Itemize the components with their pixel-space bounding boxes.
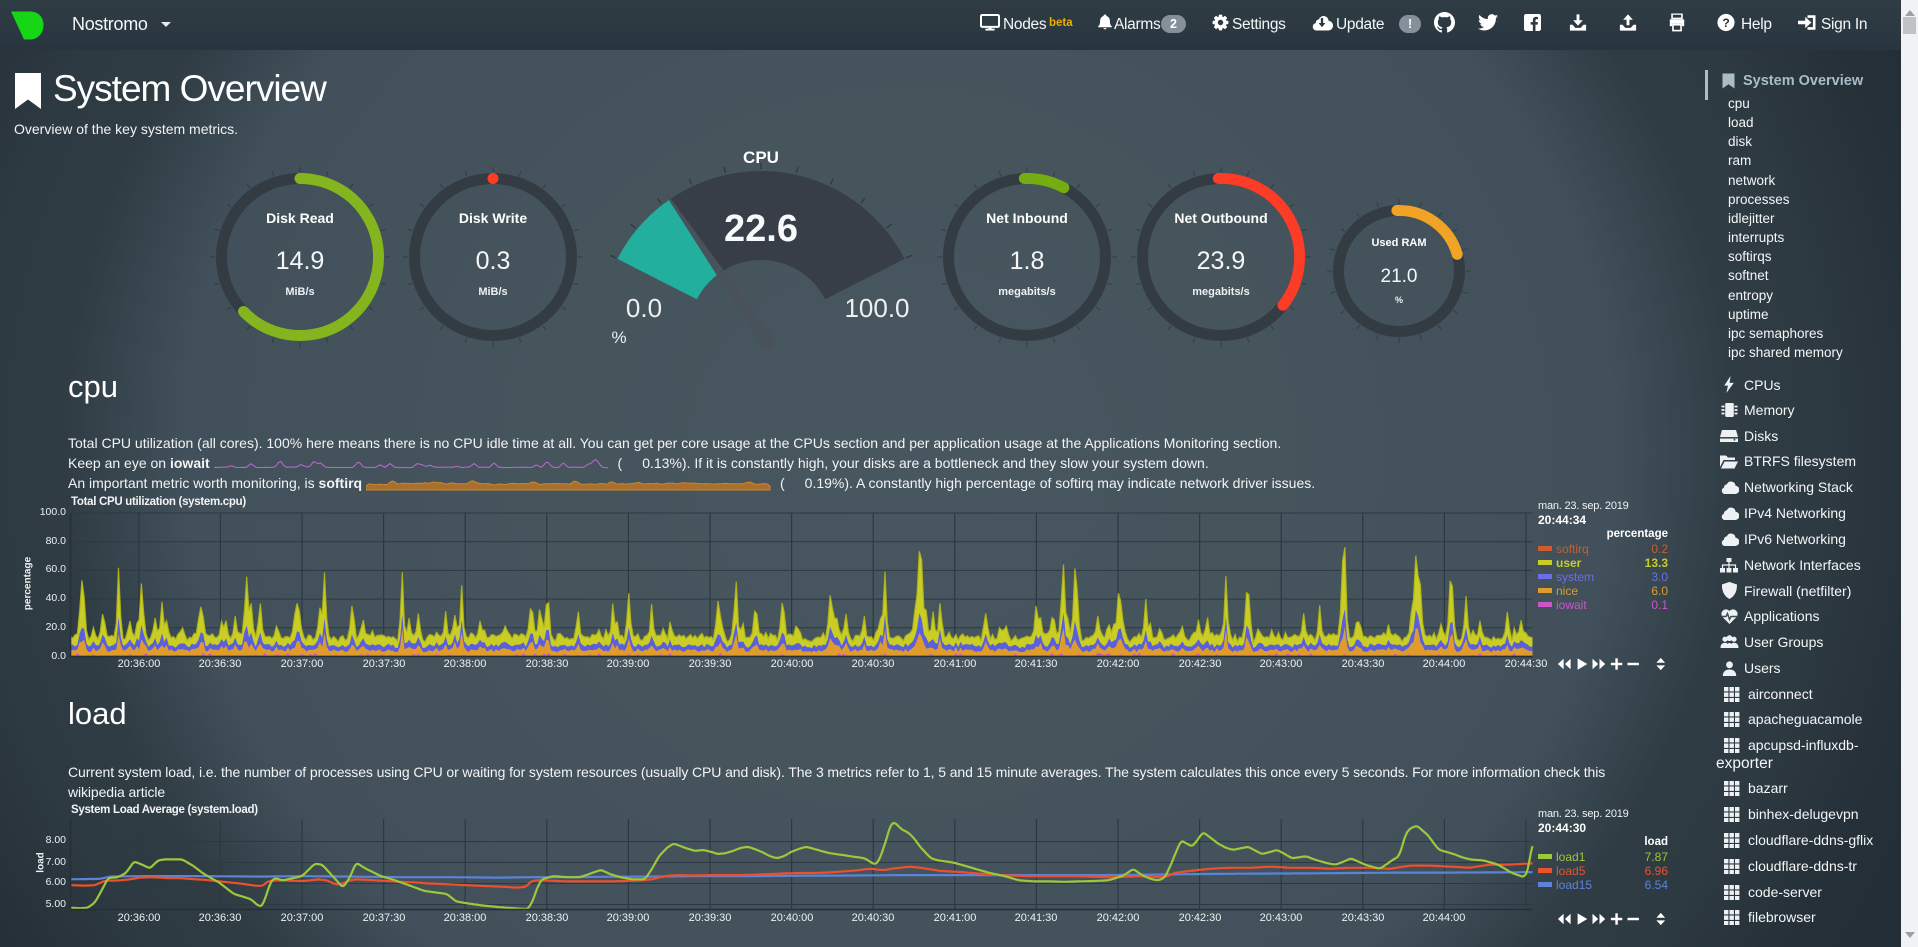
svg-text:100.0: 100.0 [844, 293, 909, 323]
svg-text:Disk Write: Disk Write [459, 210, 527, 226]
svg-text:MiB/s: MiB/s [285, 286, 314, 298]
svg-text:0.3: 0.3 [476, 247, 511, 275]
svg-text:megabits/s: megabits/s [998, 286, 1055, 298]
svg-text:23.9: 23.9 [1197, 247, 1246, 275]
svg-text:Used RAM: Used RAM [1371, 237, 1426, 249]
svg-text:Disk Read: Disk Read [266, 210, 334, 226]
svg-text:14.9: 14.9 [276, 247, 325, 275]
svg-text:?: ? [1722, 16, 1730, 30]
svg-text:MiB/s: MiB/s [478, 286, 507, 298]
svg-text:CPU: CPU [743, 148, 779, 167]
svg-text:0.0: 0.0 [626, 293, 662, 323]
svg-text:%: % [611, 328, 626, 347]
svg-text:megabits/s: megabits/s [1192, 286, 1249, 298]
svg-text:22.6: 22.6 [724, 208, 798, 250]
svg-text:21.0: 21.0 [1381, 266, 1418, 287]
svg-text:1.8: 1.8 [1010, 247, 1045, 275]
svg-text:Net Outbound: Net Outbound [1174, 210, 1267, 226]
svg-text:%: % [1395, 295, 1403, 305]
svg-text:Net Inbound: Net Inbound [986, 210, 1068, 226]
